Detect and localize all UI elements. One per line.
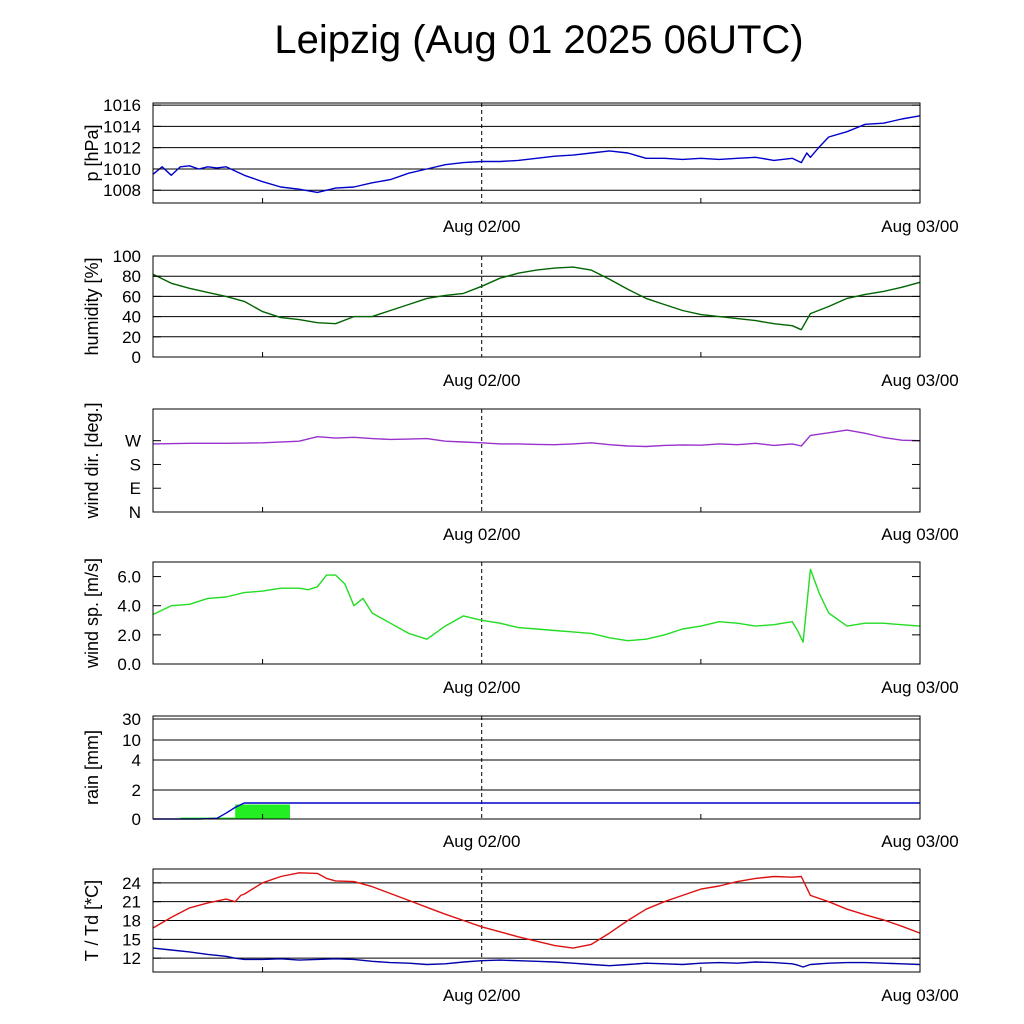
rain-bar xyxy=(235,804,290,819)
plot-frame xyxy=(152,102,921,204)
y-tick-label: 30 xyxy=(122,710,141,729)
y-tick-label: 80 xyxy=(122,267,141,286)
y-tick-label: 18 xyxy=(122,912,141,931)
x-tick-label: Aug 02/00 xyxy=(443,217,521,236)
y-tick-label: 24 xyxy=(122,874,141,893)
x-tick-label: Aug 03/00 xyxy=(881,217,959,236)
y-axis-label: wind sp. [m/s] xyxy=(82,558,102,669)
x-tick-label: Aug 03/00 xyxy=(881,832,959,851)
x-tick-label: Aug 02/00 xyxy=(443,832,521,851)
x-tick-label: Aug 02/00 xyxy=(443,986,521,1005)
y-axis-label: wind dir. [deg.] xyxy=(82,402,102,519)
y-tick-label: 100 xyxy=(113,247,141,266)
y-tick-label: 12 xyxy=(122,949,141,968)
y-tick-label: 4.0 xyxy=(117,597,141,616)
y-axis-label: humidity [%] xyxy=(82,257,102,355)
plot-frame xyxy=(152,408,921,513)
x-tick-label: Aug 02/00 xyxy=(443,678,521,697)
y-tick-label: S xyxy=(130,455,141,474)
plot-frame xyxy=(152,255,921,358)
y-tick-label: 1014 xyxy=(103,117,141,136)
y-tick-label: 40 xyxy=(122,308,141,327)
x-tick-label: Aug 03/00 xyxy=(881,678,959,697)
series-line xyxy=(152,947,921,968)
y-axis-label: T / Td [*C] xyxy=(82,880,102,961)
y-tick-label: 2 xyxy=(132,781,141,800)
series-line xyxy=(152,872,921,949)
y-tick-label: 6.0 xyxy=(117,568,141,587)
x-tick-label: Aug 03/00 xyxy=(881,986,959,1005)
y-tick-label: 0 xyxy=(132,348,141,367)
x-tick-label: Aug 02/00 xyxy=(443,525,521,544)
y-tick-label: 2.0 xyxy=(117,626,141,645)
y-tick-label: N xyxy=(129,503,141,522)
y-tick-label: 1008 xyxy=(103,181,141,200)
y-tick-label: 0.0 xyxy=(117,655,141,674)
plot-frame xyxy=(152,715,921,820)
series-line xyxy=(152,266,921,331)
x-tick-label: Aug 02/00 xyxy=(443,371,521,390)
y-tick-label: 15 xyxy=(122,930,141,949)
series-line xyxy=(152,115,921,194)
y-tick-label: 21 xyxy=(122,893,141,912)
y-axis-label: rain [mm] xyxy=(82,730,102,805)
y-tick-label: E xyxy=(130,479,141,498)
y-tick-label: 0 xyxy=(132,810,141,829)
y-axis-label: p [hPa] xyxy=(82,124,102,181)
y-tick-label: 1012 xyxy=(103,139,141,158)
y-tick-label: 10 xyxy=(122,731,141,750)
chart-title: Leipzig (Aug 01 2025 06UTC) xyxy=(274,18,804,62)
y-tick-label: 4 xyxy=(132,751,141,770)
x-tick-label: Aug 03/00 xyxy=(881,525,959,544)
y-tick-label: 20 xyxy=(122,328,141,347)
x-tick-label: Aug 03/00 xyxy=(881,371,959,390)
plot-frame xyxy=(152,561,921,665)
y-tick-label: 1010 xyxy=(103,160,141,179)
y-tick-label: W xyxy=(125,432,141,451)
series-line xyxy=(152,429,921,448)
y-tick-label: 60 xyxy=(122,287,141,306)
y-tick-label: 1016 xyxy=(103,96,141,115)
series-line xyxy=(152,568,921,643)
